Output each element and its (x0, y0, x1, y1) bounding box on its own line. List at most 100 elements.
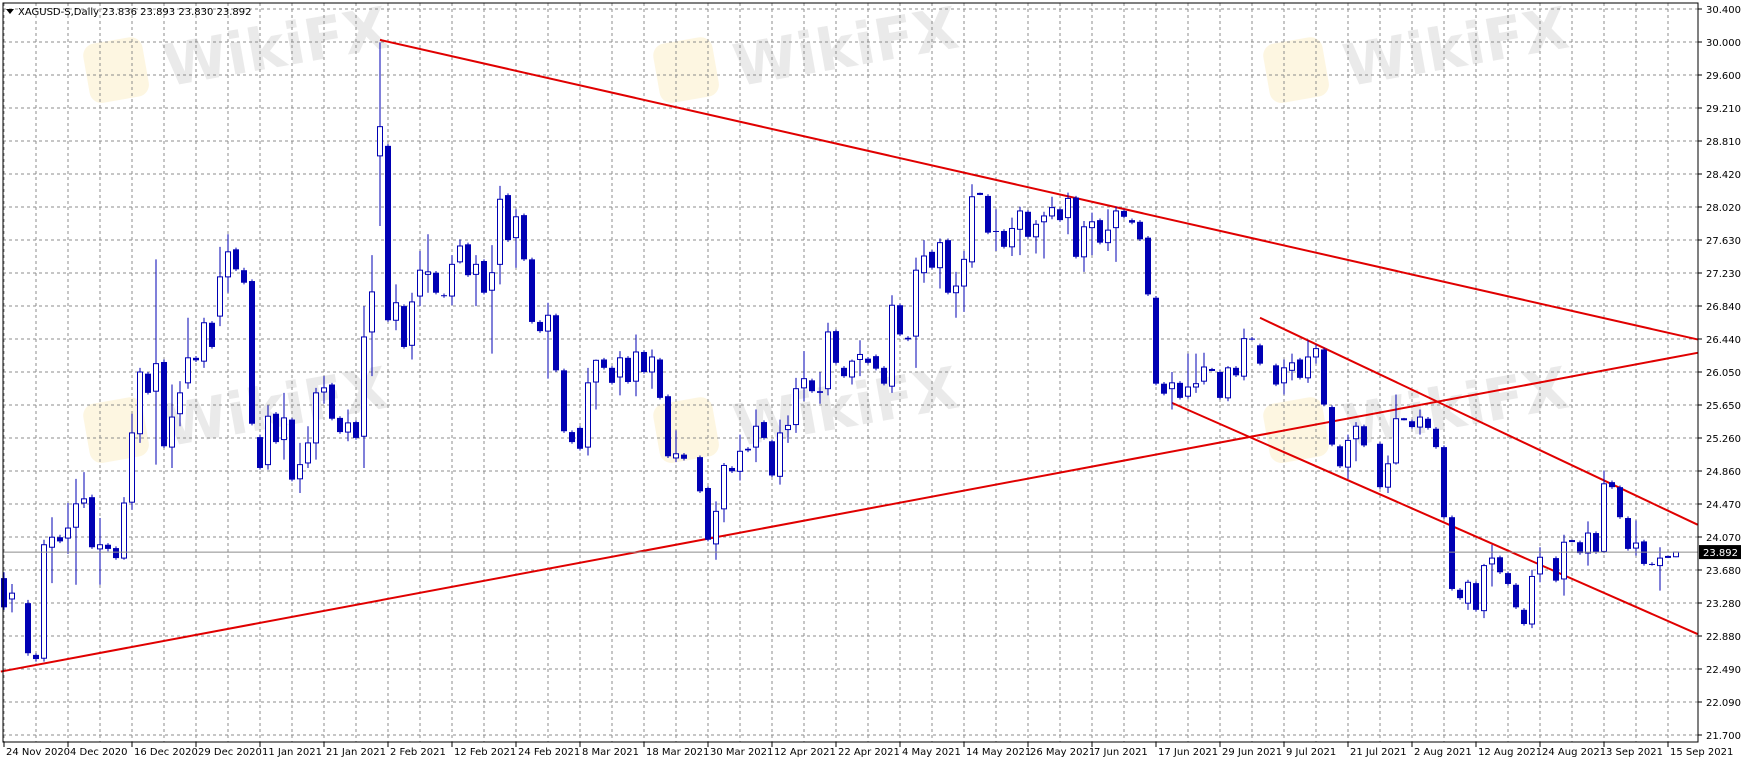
candle-body-bearish (1137, 221, 1143, 240)
candle (1089, 212, 1095, 256)
candle (241, 267, 247, 285)
candle (737, 434, 743, 481)
candle (225, 234, 231, 293)
candle (385, 144, 391, 322)
candle-body-bullish (1537, 556, 1543, 575)
watermark-text: WikiFX (1338, 354, 1573, 460)
candle-body-bearish (985, 195, 991, 233)
candle-body-bullish (1665, 555, 1671, 558)
current-price-line: 23.892 (3, 545, 1741, 560)
candle-body-bullish (1657, 557, 1663, 567)
candle-body-bearish (1161, 383, 1167, 394)
candle (601, 357, 607, 370)
candle-body-bearish (1, 578, 7, 608)
candle-body-bearish (161, 361, 167, 447)
watermark-text: WikiFX (158, 354, 393, 460)
candle-body-bearish (993, 230, 999, 232)
watermark-logo (653, 37, 719, 103)
candle-body-bearish (865, 358, 871, 363)
candle-body-bearish (1273, 365, 1279, 385)
candle-body-bullish (1065, 197, 1071, 219)
candle (1553, 556, 1559, 583)
candle-body-bearish (441, 295, 447, 297)
candle-body-bearish (465, 244, 471, 276)
x-tick-label: 3 Sep 2021 (1606, 747, 1663, 758)
candle (1665, 555, 1671, 559)
candle (857, 340, 863, 377)
candle-body-bullish (1305, 356, 1311, 379)
candle-body-bullish (225, 251, 231, 278)
symbol-label: XAGUSD-S,Daily (18, 7, 99, 18)
candle (425, 234, 431, 293)
candle (1249, 336, 1255, 341)
candle (905, 336, 911, 342)
candle (1065, 192, 1071, 235)
candle-body-bullish (1417, 416, 1423, 428)
x-tick-label: 2 Feb 2021 (390, 747, 446, 758)
candle (409, 292, 415, 360)
candle-body-bearish (729, 467, 735, 472)
candle-body-bearish (233, 249, 239, 270)
candle (1577, 540, 1583, 555)
triangle-down-icon[interactable] (6, 9, 14, 14)
candle (985, 194, 991, 235)
candle-body-bullish (1465, 581, 1471, 604)
candle (145, 372, 151, 395)
candle (1353, 422, 1359, 462)
candle-body-bearish (1641, 541, 1647, 564)
candle-body-bearish (1625, 518, 1631, 549)
candle (1585, 521, 1591, 566)
candle-body-bullish (1561, 541, 1567, 580)
candle-body-bullish (1569, 540, 1575, 543)
candle (897, 303, 903, 337)
trendlines[interactable] (0, 38, 1699, 673)
trendline[interactable] (1259, 316, 1699, 526)
candle-body-bearish (529, 259, 535, 322)
candle (529, 257, 535, 324)
candle (729, 466, 735, 473)
x-tick-label: 26 May 2021 (1030, 747, 1095, 758)
candle (609, 366, 615, 385)
x-tick-label: 4 May 2021 (902, 747, 961, 758)
candle (65, 503, 71, 554)
time-axis[interactable]: 24 Nov 2020 4 Dec 2020 16 Dec 2020 29 Dec 2… (3, 742, 1733, 758)
candle (1345, 434, 1351, 479)
candle-body-bullish (417, 269, 423, 297)
candles (1, 42, 1679, 662)
candle (553, 313, 559, 372)
candle (1457, 588, 1463, 600)
candle-body-bearish (1361, 426, 1367, 446)
candle (913, 257, 919, 368)
trendline[interactable] (1171, 401, 1699, 635)
candle (657, 357, 663, 400)
y-tick-label: 29.600 (1706, 71, 1741, 82)
candle-body-bearish (881, 367, 887, 384)
y-tick-label: 24.470 (1706, 500, 1741, 511)
watermark: WikiFX (653, 0, 963, 103)
trendline[interactable] (379, 38, 1698, 341)
candle (1009, 217, 1015, 257)
candle (81, 472, 87, 509)
candle (1057, 207, 1063, 222)
candle (1465, 579, 1471, 610)
trendline[interactable] (0, 351, 1698, 673)
candle (257, 434, 263, 470)
candle (465, 242, 471, 277)
candle-body-bearish (841, 367, 847, 377)
candle-body-bearish (249, 281, 255, 424)
y-tick-label: 26.440 (1706, 335, 1741, 346)
candle (977, 192, 983, 196)
candle-body-bearish (697, 457, 703, 492)
candle (561, 368, 567, 433)
candle-body-bearish (569, 432, 575, 443)
price-axis[interactable]: 30.400 30.000 29.600 29.210 28.810 28.420 28.0… (1698, 5, 1741, 742)
candle (481, 259, 487, 295)
x-tick-label: 8 Mar 2021 (582, 747, 639, 758)
candle (1625, 516, 1631, 551)
candle (273, 412, 279, 444)
candle (785, 415, 791, 443)
y-tick-label: 27.630 (1706, 236, 1741, 247)
candle-body-bullish (585, 382, 591, 448)
candle (809, 378, 815, 393)
